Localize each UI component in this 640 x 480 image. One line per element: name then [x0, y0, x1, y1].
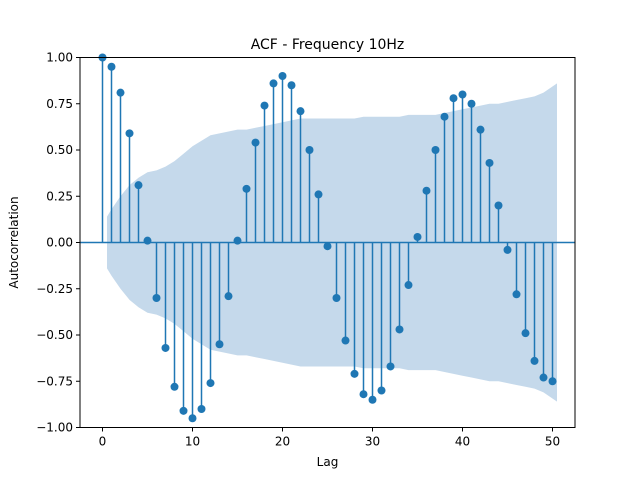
acf-marker	[197, 405, 206, 413]
x-tick-label: 30	[365, 435, 380, 449]
acf-marker	[251, 138, 260, 147]
acf-marker	[161, 343, 170, 352]
acf-marker	[188, 414, 197, 423]
acf-marker	[440, 112, 449, 121]
acf-marker	[359, 390, 368, 399]
acf-marker	[323, 242, 332, 251]
acf-marker	[107, 62, 116, 71]
acf-marker	[206, 379, 215, 388]
acf-marker	[530, 356, 539, 365]
chart-title: ACF - Frequency 10Hz	[251, 37, 405, 53]
x-tick-label: 0	[99, 435, 107, 449]
acf-marker	[215, 340, 224, 349]
y-tick-label: −0.75	[36, 374, 73, 388]
acf-marker	[179, 406, 188, 415]
acf-marker	[503, 245, 512, 254]
acf-marker	[152, 294, 161, 302]
acf-marker	[260, 101, 269, 110]
acf-marker	[377, 386, 386, 395]
acf-marker	[422, 186, 431, 195]
acf-marker	[134, 181, 143, 190]
acf-marker	[287, 81, 296, 90]
acf-marker	[341, 336, 350, 345]
acf-marker	[395, 325, 404, 334]
acf-marker	[332, 294, 341, 302]
y-tick-label: −1.00	[36, 421, 73, 435]
acf-marker	[467, 99, 476, 108]
acf-marker	[296, 107, 305, 116]
acf-marker	[413, 232, 422, 241]
y-tick-label: −0.50	[36, 328, 73, 342]
acf-marker	[278, 72, 287, 80]
y-tick-label: 0.75	[46, 97, 73, 111]
acf-marker	[512, 290, 521, 299]
x-tick-label: 40	[455, 435, 470, 449]
x-tick-label: 10	[185, 435, 200, 449]
x-tick-label: 20	[275, 435, 290, 449]
y-tick-label: −0.25	[36, 282, 73, 296]
y-tick-label: 1.00	[46, 51, 73, 65]
acf-marker	[170, 382, 179, 391]
y-tick-label: 0.50	[46, 143, 73, 157]
acf-marker	[269, 79, 278, 88]
y-tick-label: 0.00	[46, 236, 73, 250]
acf-marker	[125, 129, 134, 138]
acf-marker	[368, 395, 377, 404]
acf-marker	[548, 377, 557, 386]
acf-marker	[539, 373, 548, 382]
y-tick-label: 0.25	[46, 189, 73, 203]
acf-marker	[431, 146, 440, 154]
acf-marker	[404, 281, 413, 290]
acf-marker	[485, 158, 494, 167]
acf-marker	[494, 201, 503, 210]
acf-marker	[242, 184, 251, 193]
y-axis-label: Autocorrelation	[7, 196, 21, 288]
plot-area	[80, 53, 575, 423]
acf-marker	[449, 94, 458, 103]
acf-marker	[224, 292, 233, 301]
acf-marker	[521, 329, 530, 338]
acf-marker	[314, 190, 323, 199]
acf-marker	[386, 362, 395, 371]
x-axis-label: Lag	[317, 455, 339, 469]
acf-marker	[476, 125, 485, 134]
acf-marker	[116, 88, 125, 97]
acf-marker	[233, 236, 242, 245]
axes: 0 10 20 30 40 50 −1.00 −0.75 −0.50 −0.25 0.00 0.25 0…	[36, 51, 576, 449]
acf-marker	[143, 236, 152, 245]
x-tick-label: 50	[545, 435, 560, 449]
acf-marker	[458, 90, 467, 99]
acf-marker	[305, 146, 314, 154]
acf-marker	[350, 369, 359, 378]
